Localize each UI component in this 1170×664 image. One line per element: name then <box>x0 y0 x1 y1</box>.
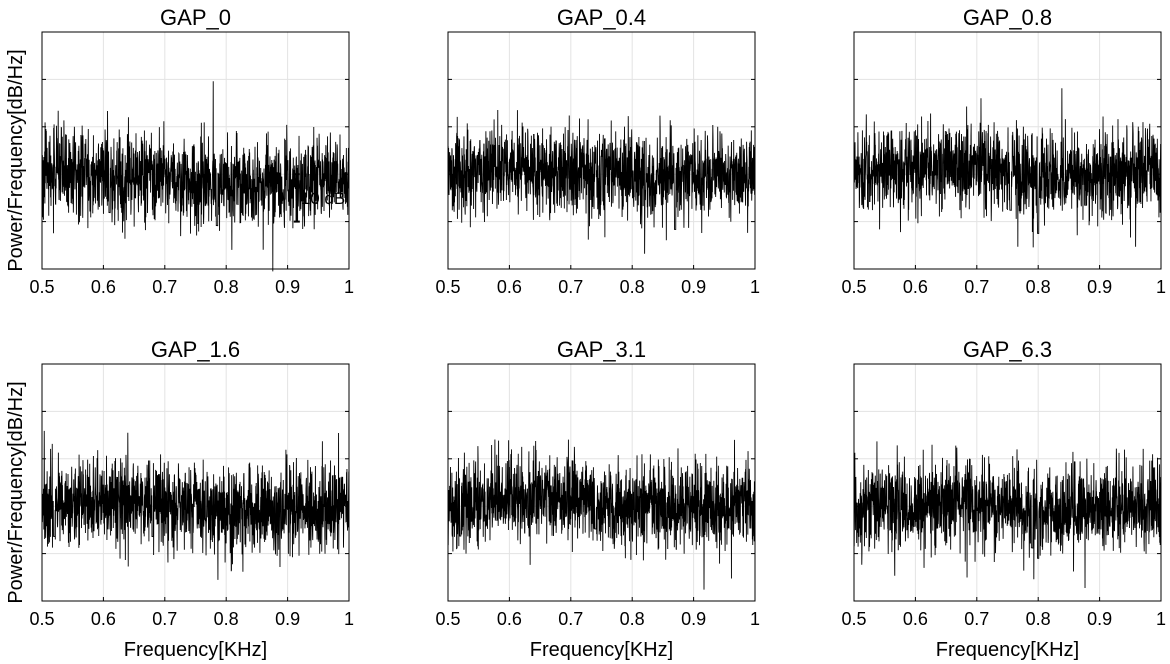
x-tick-label: 0.6 <box>497 277 522 297</box>
x-tick-label: 0.9 <box>1087 277 1112 297</box>
x-tick-label: 0.9 <box>275 609 300 629</box>
x-tick-label: 0.6 <box>91 609 116 629</box>
series-line <box>853 88 1162 248</box>
series-line <box>447 109 756 254</box>
axes-box <box>447 363 756 602</box>
x-tick-label: 0.8 <box>620 609 645 629</box>
panel-title: GAP_0 <box>160 5 231 30</box>
panel-title: GAP_6.3 <box>963 337 1052 362</box>
x-tick-label: 0.9 <box>681 277 706 297</box>
x-tick-label: 1 <box>344 277 354 297</box>
panel-3: 0.5 0.6 0.7 0.8 0.9 1 GAP_1.6 Frequency[KHz] Pow… <box>5 337 354 661</box>
axes-box <box>41 31 350 270</box>
series-line <box>447 439 756 590</box>
series-line <box>41 430 350 580</box>
x-axis-label: Frequency[KHz] <box>936 639 1079 661</box>
panel-1: 0.5 0.6 0.7 0.8 0.9 1 GAP_0.4 <box>435 5 760 297</box>
x-axis-label: Frequency[KHz] <box>530 639 673 661</box>
axes-box <box>853 31 1162 270</box>
x-tick-label: 0.9 <box>681 609 706 629</box>
x-tick-label: 1 <box>750 277 760 297</box>
series-line <box>853 441 1162 588</box>
panel-4: 0.5 0.6 0.7 0.8 0.9 1 GAP_3.1 Frequency[KHz] <box>435 337 760 661</box>
x-tick-label: 0.8 <box>1026 277 1051 297</box>
x-tick-label: 1 <box>750 609 760 629</box>
x-tick-label: 0.9 <box>275 277 300 297</box>
x-tick-label: 0.7 <box>152 277 177 297</box>
series-line <box>41 81 350 272</box>
x-tick-label: 0.6 <box>497 609 522 629</box>
panel-5: 0.5 0.6 0.7 0.8 0.9 1 GAP_6.3 Frequency[KHz] <box>841 337 1166 661</box>
x-tick-label: 0.8 <box>214 609 239 629</box>
x-tick-label: 0.8 <box>1026 609 1051 629</box>
axes-box <box>41 363 350 602</box>
x-tick-label: 0.7 <box>964 277 989 297</box>
x-tick-label: 0.8 <box>620 277 645 297</box>
x-tick-label: 0.6 <box>903 609 928 629</box>
x-tick-label: 0.7 <box>558 609 583 629</box>
x-tick-label: 0.7 <box>558 277 583 297</box>
x-tick-label: 1 <box>344 609 354 629</box>
x-tick-label: 0.8 <box>214 277 239 297</box>
panel-title: GAP_0.4 <box>557 5 646 30</box>
panel-title: GAP_3.1 <box>557 337 646 362</box>
x-tick-label: 1 <box>1156 277 1166 297</box>
x-tick-label: 0.7 <box>964 609 989 629</box>
panel-2: 0.5 0.6 0.7 0.8 0.9 1 GAP_0.8 <box>841 5 1166 297</box>
x-tick-label: 0.5 <box>435 277 460 297</box>
x-tick-label: 0.6 <box>903 277 928 297</box>
x-tick-label: 0.5 <box>841 277 866 297</box>
axes-box <box>853 363 1162 602</box>
x-tick-label: 0.9 <box>1087 609 1112 629</box>
panel-title: GAP_0.8 <box>963 5 1052 30</box>
x-tick-label: 0.5 <box>841 609 866 629</box>
axes-box <box>447 31 756 270</box>
x-tick-label: 0.6 <box>91 277 116 297</box>
y-axis-label: Power/Frequency[dB/Hz] <box>5 381 27 603</box>
x-tick-label: 0.7 <box>152 609 177 629</box>
x-tick-label: 1 <box>1156 609 1166 629</box>
x-tick-label: 0.5 <box>435 609 460 629</box>
scale-bar-label: 10 dB <box>301 189 345 208</box>
y-axis-label: Power/Frequency[dB/Hz] <box>5 49 27 271</box>
panel-title: GAP_1.6 <box>151 337 240 362</box>
panel-0: 0.5 0.6 0.7 0.8 0.9 1 GAP_0 Power/Frequency[dB/… <box>5 5 354 297</box>
x-tick-label: 0.5 <box>29 277 54 297</box>
x-tick-label: 0.5 <box>29 609 54 629</box>
x-axis-label: Frequency[KHz] <box>124 639 267 661</box>
